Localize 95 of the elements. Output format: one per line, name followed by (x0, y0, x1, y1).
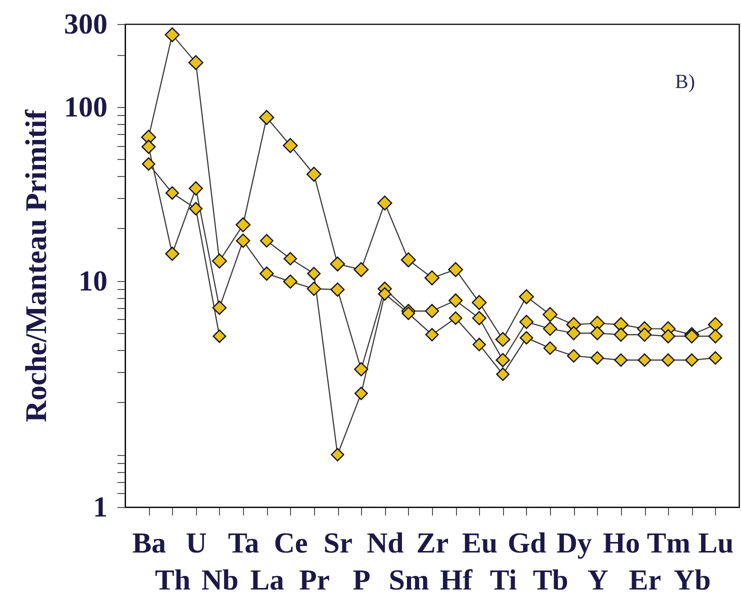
point (472, 338, 486, 352)
point (188, 181, 203, 196)
point (212, 254, 227, 268)
point (330, 282, 345, 297)
point (590, 326, 604, 340)
point (330, 256, 346, 272)
point (637, 328, 652, 342)
x-tick-label: P (352, 564, 371, 596)
point (354, 386, 368, 400)
point (260, 234, 274, 248)
x-tick-label: Tb (532, 564, 568, 596)
y-tick-label: 300 (64, 8, 108, 40)
x-tick-label: Nb (201, 564, 238, 596)
point (708, 317, 723, 332)
point (448, 293, 463, 308)
point (330, 448, 344, 462)
point (236, 234, 250, 248)
point (566, 326, 581, 340)
point (518, 289, 534, 304)
point (496, 352, 510, 368)
x-tick-label: Zr (416, 528, 449, 560)
x-tick-label: Pr (299, 564, 330, 596)
point (425, 328, 439, 342)
point (520, 331, 534, 345)
y-axis-title: Roche/Manteau Primitif (20, 108, 53, 422)
x-tick-label: Er (628, 564, 662, 596)
point (424, 270, 440, 286)
point (378, 287, 392, 301)
y-tick-label: 1 (93, 492, 108, 524)
point (543, 341, 557, 355)
annotation: B) (675, 71, 695, 93)
point (472, 295, 487, 310)
x-tick-label: La (250, 564, 285, 596)
point (307, 266, 321, 280)
point (402, 306, 416, 320)
point (448, 311, 462, 325)
point (260, 266, 274, 281)
x-tick-label: Dy (556, 528, 592, 560)
point (708, 329, 723, 344)
point (189, 202, 203, 216)
x-tick-label: Ba (132, 528, 167, 560)
point (590, 351, 604, 365)
y-tick-label: 10 (78, 265, 108, 298)
point (377, 196, 392, 211)
x-tick-label: Hf (440, 564, 473, 596)
x-tick-label: Sm (388, 564, 430, 596)
x-tick-label: Y (587, 564, 608, 596)
point (306, 166, 322, 182)
point (354, 362, 368, 376)
point (661, 353, 675, 367)
point (661, 329, 676, 344)
x-tick-label: Ce (274, 528, 308, 560)
point (542, 307, 558, 322)
x-tick-label: Ho (602, 528, 640, 560)
x-tick-label: Tm (646, 528, 690, 560)
point (495, 332, 510, 347)
point (685, 353, 698, 367)
x-tick-label: U (186, 528, 207, 560)
point (212, 330, 226, 343)
point (566, 349, 580, 363)
point (424, 304, 440, 318)
y-tick-label: 100 (64, 91, 108, 124)
point (166, 186, 179, 200)
point (236, 217, 251, 232)
x-tick-label: Gd (508, 528, 546, 560)
x-tick-label: Eu (462, 528, 498, 560)
x-tick-label: Ta (228, 528, 260, 560)
point (283, 274, 298, 289)
point (284, 252, 298, 266)
point (708, 351, 722, 365)
point (282, 138, 298, 154)
x-tick-label: Ti (490, 564, 517, 596)
x-tick-label: Nd (366, 528, 404, 560)
point (472, 311, 486, 326)
x-tick-label: Sr (324, 528, 353, 560)
point (165, 246, 180, 261)
x-tick-label: Lu (698, 528, 734, 560)
point (141, 140, 156, 154)
point (212, 300, 227, 315)
point (614, 328, 628, 342)
point (306, 282, 322, 296)
point (448, 262, 464, 278)
x-tick-label: Th (154, 564, 190, 596)
point (354, 262, 369, 278)
point (638, 353, 652, 367)
point (519, 314, 534, 330)
point (496, 368, 510, 381)
point (164, 27, 180, 42)
x-tick-label: Yb (674, 564, 711, 596)
point (542, 322, 558, 336)
point (400, 252, 416, 268)
point (259, 110, 274, 125)
point (188, 55, 204, 70)
point (142, 157, 156, 171)
point (614, 353, 628, 367)
